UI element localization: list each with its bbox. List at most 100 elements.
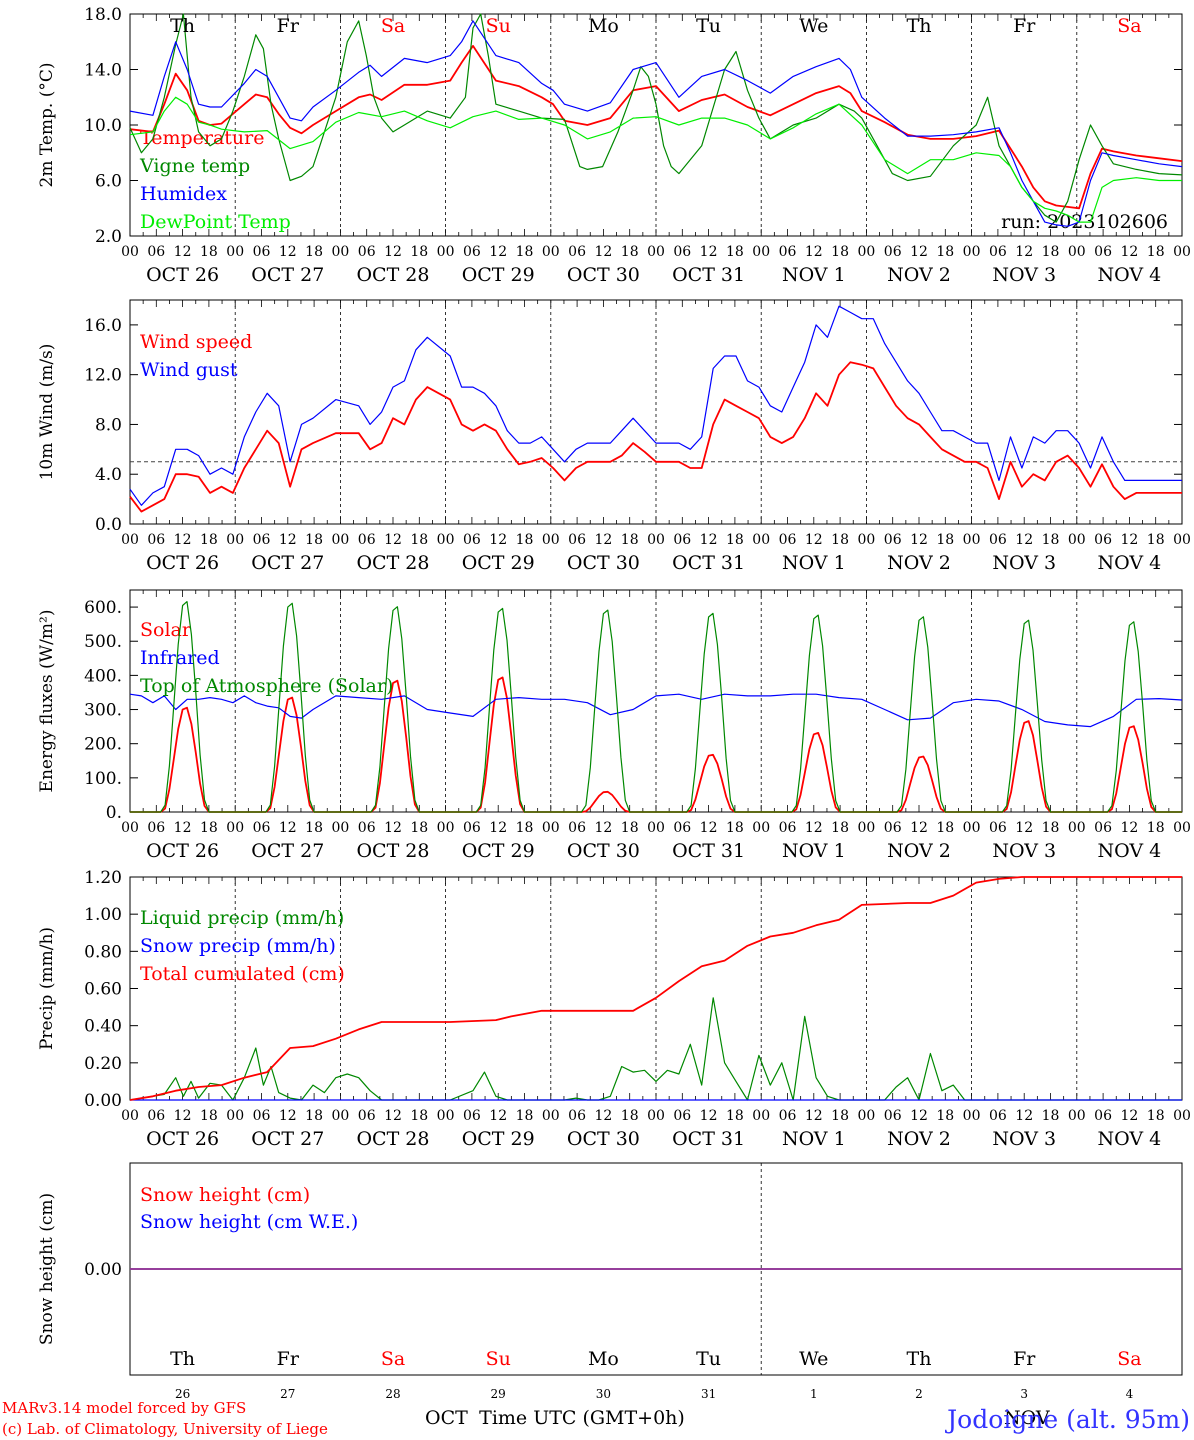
hour-tick-label: 12 [384, 820, 402, 836]
hour-tick-label: 06 [568, 1108, 586, 1124]
y-tick-label: 10.0 [84, 116, 122, 136]
y-tick-label: 1.00 [84, 905, 122, 925]
y-tick-label: 6.0 [95, 172, 122, 192]
y-axis-title: 10m Wind (m/s) [37, 344, 57, 481]
hour-tick-label: 12 [700, 1108, 718, 1124]
hour-tick-label: 00 [542, 532, 560, 548]
hour-tick-label: 06 [147, 244, 165, 260]
hour-tick-label: 18 [516, 1108, 534, 1124]
weekday-label: Fr [277, 1348, 300, 1370]
date-label: OCT 30 [567, 264, 640, 286]
y-tick-label: 0.00 [84, 1260, 122, 1280]
hour-tick-label: 06 [358, 820, 376, 836]
weekday-label: Mo [588, 15, 619, 37]
hour-tick-label: 12 [910, 244, 928, 260]
y-tick-label: 14.0 [84, 61, 122, 81]
hour-tick-label: 00 [857, 1108, 875, 1124]
hour-tick-label: 18 [516, 532, 534, 548]
series-line-total-cumulated-cm- [129, 876, 1182, 1101]
y-tick-label: 0.20 [84, 1054, 122, 1074]
date-label: OCT 28 [356, 552, 429, 574]
hour-tick-label: 12 [1015, 1108, 1033, 1124]
hour-tick-label: 12 [1015, 532, 1033, 548]
date-label: NOV 1 [782, 840, 846, 862]
hour-tick-label: 18 [1042, 532, 1060, 548]
hour-tick-label: 12 [805, 532, 823, 548]
weekday-label: Th [907, 15, 932, 37]
day-number-label: 31 [701, 1387, 716, 1401]
date-label: OCT 30 [567, 552, 640, 574]
hour-tick-label: 06 [884, 532, 902, 548]
series-line-vigne-temp [129, 13, 1183, 223]
hour-tick-label: 12 [594, 1108, 612, 1124]
weekday-label: Sa [381, 1348, 405, 1370]
hour-tick-label: 12 [700, 244, 718, 260]
hour-tick-label: 06 [989, 244, 1007, 260]
series-line-humidex [129, 20, 1183, 227]
weekday-label: Tu [696, 1348, 721, 1370]
hour-tick-label: 06 [358, 1108, 376, 1124]
hour-tick-label: 12 [805, 820, 823, 836]
hour-tick-label: 06 [147, 532, 165, 548]
hour-tick-label: 12 [1120, 1108, 1138, 1124]
y-tick-label: 1.20 [84, 868, 122, 888]
series-line-infrared [129, 693, 1183, 728]
month-right-label: NOV [1004, 1407, 1050, 1429]
y-tick-label: 0.0 [95, 515, 122, 535]
hour-tick-label: 06 [673, 820, 691, 836]
hour-tick-label: 12 [1120, 532, 1138, 548]
date-label: OCT 31 [672, 552, 745, 574]
hour-tick-label: 18 [305, 244, 323, 260]
date-label: NOV 3 [992, 264, 1056, 286]
hour-tick-label: 00 [1068, 532, 1086, 548]
hour-tick-label: 00 [121, 1108, 139, 1124]
x-axis-title: Time UTC (GMT+0h) [479, 1407, 685, 1429]
legend-entry: Infrared [140, 647, 220, 669]
weekday-label: Th [170, 1348, 195, 1370]
series-line-temperature [129, 45, 1183, 210]
hour-tick-label: 18 [621, 532, 639, 548]
day-number-label: 27 [280, 1387, 295, 1401]
legend-entry: Snow height (cm W.E.) [140, 1211, 358, 1233]
date-label: OCT 29 [462, 1128, 535, 1150]
legend-entry: Liquid precip (mm/h) [140, 907, 344, 929]
hour-tick-label: 12 [174, 532, 192, 548]
legend-entry: Snow precip (mm/h) [140, 935, 336, 957]
date-label: NOV 3 [992, 1128, 1056, 1150]
hour-tick-label: 18 [726, 1108, 744, 1124]
hour-tick-label: 00 [226, 244, 244, 260]
hour-tick-label: 00 [963, 820, 981, 836]
day-number-label: 2 [915, 1387, 923, 1401]
hour-tick-label: 12 [594, 244, 612, 260]
date-label: OCT 28 [356, 264, 429, 286]
hour-tick-label: 06 [253, 532, 271, 548]
month-left-label: OCT [425, 1407, 468, 1429]
hour-tick-label: 00 [437, 1108, 455, 1124]
hour-tick-label: 06 [1094, 1108, 1112, 1124]
y-tick-label: 4.0 [95, 465, 122, 485]
hour-tick-label: 12 [700, 820, 718, 836]
weekday-label: Tu [696, 15, 721, 37]
hour-tick-label: 00 [331, 1108, 349, 1124]
hour-tick-label: 06 [673, 1108, 691, 1124]
hour-tick-label: 00 [1173, 820, 1191, 836]
weekday-label: Fr [1013, 1348, 1036, 1370]
date-label: OCT 31 [672, 1128, 745, 1150]
hour-tick-label: 00 [331, 532, 349, 548]
legend-entry: Vigne temp [139, 155, 250, 177]
hour-tick-label: 12 [910, 820, 928, 836]
hour-tick-label: 18 [1147, 1108, 1165, 1124]
hour-tick-label: 18 [1042, 1108, 1060, 1124]
y-tick-label: 100. [84, 769, 122, 789]
y-tick-label: 600. [84, 598, 122, 618]
series-line-wind-speed [129, 361, 1182, 513]
hour-tick-label: 00 [542, 244, 560, 260]
y-tick-label: 0.80 [84, 942, 122, 962]
day-number-label: 3 [1020, 1387, 1028, 1401]
hour-tick-label: 00 [1173, 244, 1191, 260]
hour-tick-label: 12 [489, 244, 507, 260]
date-label: NOV 2 [887, 840, 951, 862]
hour-tick-label: 06 [673, 244, 691, 260]
y-axis-title: Energy fluxes (W/m²) [37, 610, 57, 793]
